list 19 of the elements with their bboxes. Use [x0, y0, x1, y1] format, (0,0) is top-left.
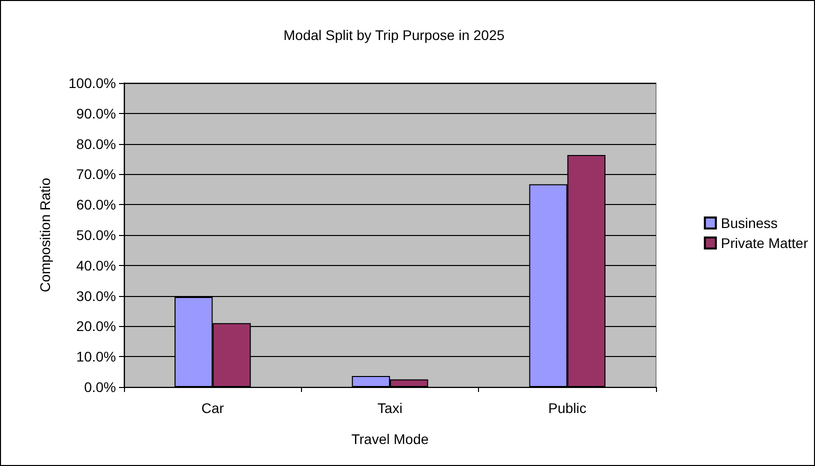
x-tick-label: Car	[201, 400, 224, 416]
x-axis-title: Travel Mode	[351, 431, 429, 447]
x-tick-label: Taxi	[378, 400, 402, 416]
y-tick-label: 90.0%	[76, 105, 116, 122]
y-tick-label: 0.0%	[84, 379, 116, 395]
y-axis-title: Composition Ratio	[37, 178, 53, 292]
y-tick-label: 20.0%	[76, 318, 116, 334]
y-tick-label: 80.0%	[76, 136, 116, 152]
y-tick-label: 60.0%	[76, 196, 116, 213]
y-tick-label: 40.0%	[76, 257, 116, 274]
legend-label: Business	[720, 215, 778, 231]
y-tick-label: 70.0%	[76, 166, 116, 182]
chart-title: Modal Split by Trip Purpose in 2025	[283, 27, 505, 43]
x-tick-label: Public	[548, 400, 586, 416]
y-tick-label: 50.0%	[76, 227, 116, 243]
y-tick-label: 100.0%	[68, 75, 116, 91]
legend-label: Private Matter	[720, 235, 808, 251]
y-tick-label: 10.0%	[76, 348, 116, 365]
y-tick-label: 30.0%	[76, 288, 116, 304]
